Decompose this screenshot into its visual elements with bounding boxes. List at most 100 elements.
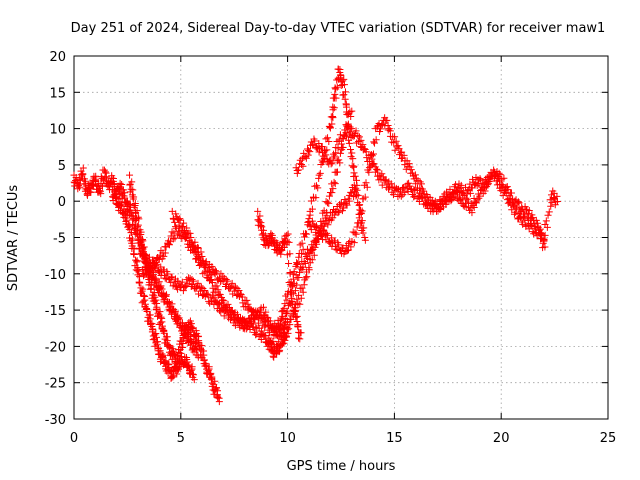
data-point [343, 247, 351, 255]
data-point [331, 152, 339, 160]
data-point [309, 141, 317, 149]
data-point [96, 187, 104, 195]
data-point [311, 223, 319, 231]
data-point [336, 159, 344, 167]
data-point [456, 184, 464, 192]
data-point [141, 255, 149, 263]
data-point [283, 296, 291, 304]
data-point [540, 236, 548, 244]
data-point [102, 173, 110, 181]
data-point [547, 202, 555, 210]
data-point [171, 307, 179, 315]
data-point [152, 333, 160, 341]
data-point [175, 216, 183, 224]
data-point [368, 152, 376, 160]
data-point [126, 221, 134, 229]
data-point [72, 174, 80, 182]
data-point [342, 129, 350, 137]
data-point [345, 139, 353, 147]
data-point [369, 150, 377, 158]
series-trace-e [138, 184, 361, 339]
data-point [175, 315, 183, 323]
data-point [135, 273, 143, 281]
data-point [173, 370, 181, 378]
data-point [133, 207, 141, 215]
data-point [423, 199, 431, 207]
data-point [160, 252, 168, 260]
data-point [514, 198, 522, 206]
data-point [322, 236, 330, 244]
data-point [495, 169, 503, 177]
data-point [79, 164, 87, 172]
data-point [174, 315, 182, 323]
data-point [333, 168, 341, 176]
data-point [281, 333, 289, 341]
data-point [166, 343, 174, 351]
data-point [330, 178, 338, 186]
data-point [497, 181, 505, 189]
data-point [337, 72, 345, 80]
data-point [350, 162, 358, 170]
data-point [295, 334, 303, 342]
data-point [149, 326, 157, 334]
data-point [354, 191, 362, 199]
y-tick-label: -10 [45, 268, 66, 283]
data-point [337, 82, 345, 90]
data-point [160, 329, 168, 337]
data-point [262, 308, 270, 316]
data-point [198, 253, 206, 261]
data-point [180, 330, 188, 338]
data-point [378, 121, 386, 129]
data-point [371, 139, 379, 147]
data-point [386, 127, 394, 135]
data-point [254, 207, 262, 215]
data-point [293, 295, 301, 303]
data-point [324, 134, 332, 142]
data-point [355, 133, 363, 141]
data-point [205, 365, 213, 373]
data-point [328, 120, 336, 128]
data-point [161, 274, 169, 282]
data-point [268, 234, 276, 242]
data-point [335, 241, 343, 249]
data-point [286, 281, 294, 289]
data-point [358, 207, 366, 215]
data-point [299, 246, 307, 254]
data-point [185, 361, 193, 369]
data-point [153, 303, 161, 311]
data-point [194, 244, 202, 252]
data-point [417, 180, 425, 188]
data-point [546, 196, 554, 204]
data-point [172, 357, 180, 365]
data-point [169, 373, 177, 381]
data-point [391, 146, 399, 154]
data-point [280, 304, 288, 312]
data-point [313, 222, 321, 230]
data-point [503, 183, 511, 191]
data-point [459, 194, 467, 202]
data-point [374, 166, 382, 174]
data-point [289, 275, 297, 283]
data-point [296, 300, 304, 308]
data-point [311, 182, 319, 190]
y-tick-label: -20 [45, 340, 66, 355]
data-point [515, 199, 523, 207]
x-tick-label: 0 [70, 431, 78, 446]
data-point [185, 274, 193, 282]
data-point [257, 314, 265, 322]
data-point [159, 352, 167, 360]
data-point [387, 180, 395, 188]
data-point [113, 195, 121, 203]
data-point [313, 144, 321, 152]
data-point [336, 131, 344, 139]
data-point [384, 121, 392, 129]
data-point [123, 216, 131, 224]
data-point [303, 273, 311, 281]
data-point [323, 208, 331, 216]
data-point [211, 377, 219, 385]
data-point [330, 104, 338, 112]
data-point [162, 292, 170, 300]
data-point [135, 215, 143, 223]
data-point [178, 353, 186, 361]
data-point [236, 321, 244, 329]
